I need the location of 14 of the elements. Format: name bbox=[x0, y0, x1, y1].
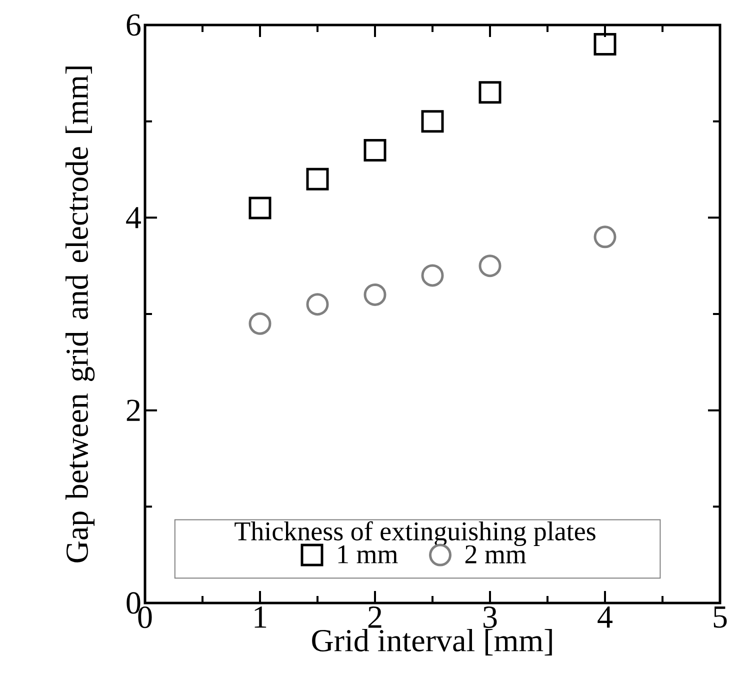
y-axis-title: Gap between grid and electrode [mm] bbox=[66, 66, 95, 562]
x-tick-label: 1 bbox=[254, 606, 266, 628]
y-tick-label: 6 bbox=[126, 14, 141, 36]
legend-title: Thickness of extinguishing plates bbox=[234, 521, 596, 546]
x-axis-title: Grid interval [mm] bbox=[312, 628, 552, 656]
x-tick-label: 4 bbox=[598, 606, 612, 628]
x-tick-label: 3 bbox=[484, 606, 497, 628]
legend-label: 2 mm bbox=[465, 545, 526, 564]
legend-label: 1 mm bbox=[338, 545, 398, 564]
y-tick-label: 2 bbox=[126, 400, 140, 421]
y-tick-label: 4 bbox=[126, 207, 141, 228]
y-tick-label: 0 bbox=[126, 592, 140, 614]
x-tick-label: 5 bbox=[714, 606, 727, 628]
x-tick-label: 2 bbox=[368, 606, 382, 628]
